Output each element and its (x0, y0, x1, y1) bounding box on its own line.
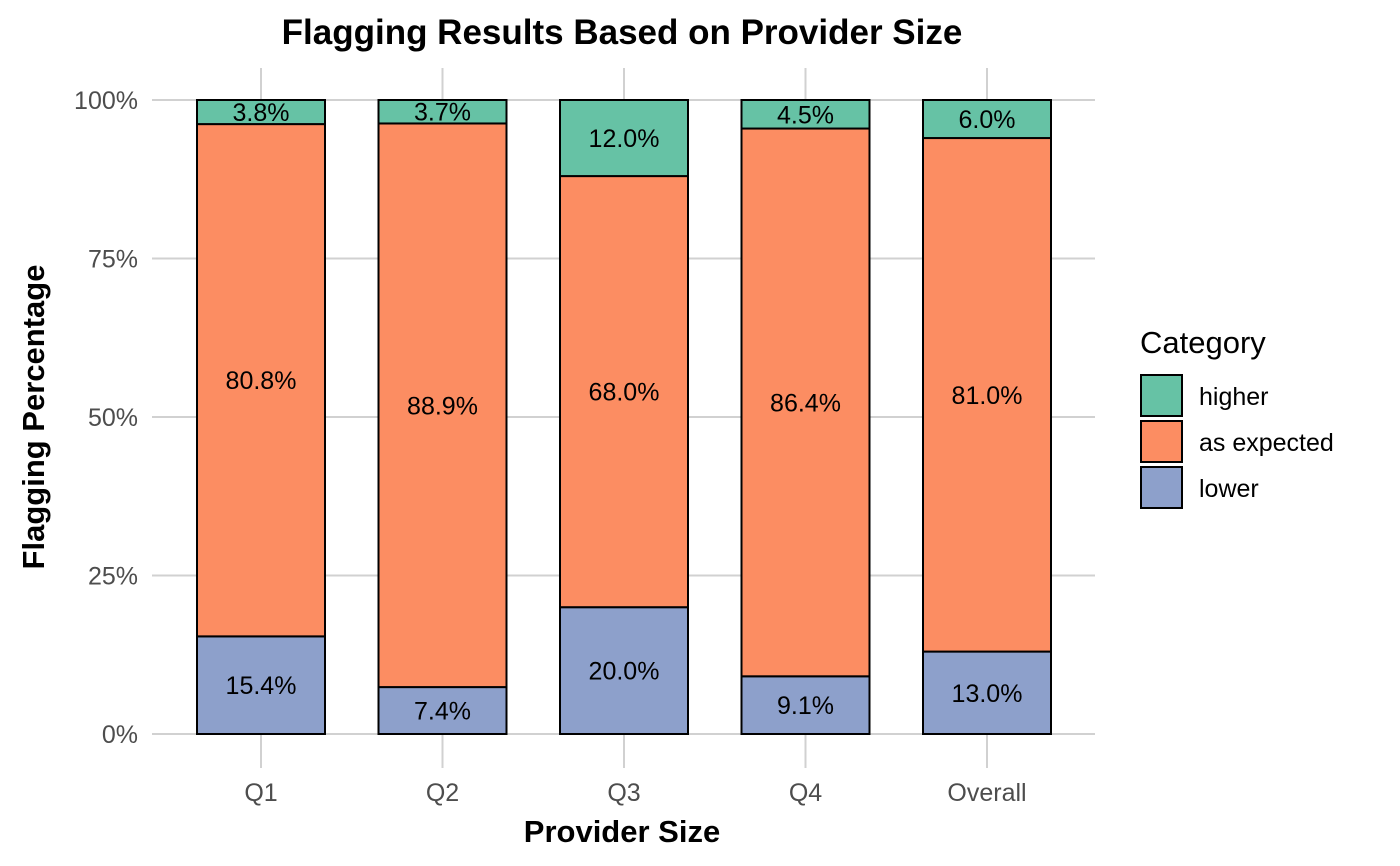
x-tick-label: Overall (947, 779, 1026, 807)
x-axis-title: Provider Size (524, 814, 720, 849)
data-label: 15.4% (226, 672, 297, 700)
data-label: 68.0% (589, 379, 660, 407)
data-label: 3.7% (414, 99, 471, 127)
x-tick-label: Q4 (789, 779, 822, 807)
bar-segment-lower (559, 606, 689, 736)
data-label: 88.9% (407, 392, 478, 420)
bar-segment-higher (559, 99, 689, 178)
data-label: 12.0% (589, 125, 660, 153)
y-tick-label: 50% (88, 404, 138, 432)
bar-segment-lower (922, 650, 1052, 736)
x-tick-label: Q3 (607, 779, 640, 807)
bar-segment-higher (377, 99, 508, 125)
legend-title: Category (1140, 325, 1266, 360)
bar-segment-higher (196, 99, 326, 126)
bar-segment-as-expected (740, 127, 871, 678)
legend-swatch-lower (1140, 466, 1183, 509)
y-tick-label: 0% (102, 721, 138, 749)
y-tick-label: 25% (88, 563, 138, 591)
x-axis-ticks: Q1 Q2 Q3 Q4 Overall (244, 779, 1026, 807)
legend-label: lower (1199, 475, 1259, 503)
bars: 15.4% 80.8% 3.8% 7.4% 88.9% 3.7% 20.0% 68.0% 12.… (196, 99, 1052, 736)
legend: Category higher as expected lower (1140, 325, 1334, 509)
bar-segment-as-expected (377, 122, 508, 689)
data-label: 80.8% (226, 367, 297, 395)
data-label: 20.0% (589, 658, 660, 686)
y-axis-ticks: 0% 25% 50% 75% 100% (74, 87, 138, 749)
legend-swatch-as-expected (1140, 420, 1183, 463)
x-tick-label: Q2 (426, 779, 459, 807)
legend-label: as expected (1199, 429, 1334, 457)
y-axis-title: Flagging Percentage (16, 265, 51, 570)
legend-label: higher (1199, 383, 1269, 411)
data-label: 7.4% (414, 698, 471, 726)
bar-segment-as-expected (559, 175, 689, 609)
data-label: 13.0% (952, 680, 1023, 708)
data-label: 9.1% (777, 692, 834, 720)
bar-segment-lower (740, 675, 871, 736)
y-tick-label: 100% (74, 87, 138, 115)
x-tick-label: Q1 (244, 779, 277, 807)
bar-segment-higher (740, 99, 871, 130)
data-label: 86.4% (770, 389, 841, 417)
data-label: 6.0% (959, 106, 1016, 134)
data-label: 4.5% (777, 101, 834, 129)
chart-title: Flagging Results Based on Provider Size (282, 13, 963, 52)
legend-swatch-higher (1140, 374, 1183, 417)
bar-segment-as-expected (196, 123, 326, 638)
bar-segment-as-expected (922, 137, 1052, 653)
y-tick-label: 75% (88, 246, 138, 274)
bar-segment-lower (377, 686, 508, 735)
data-label: 81.0% (952, 382, 1023, 410)
bar-segment-higher (922, 99, 1052, 140)
data-label: 3.8% (233, 99, 290, 127)
